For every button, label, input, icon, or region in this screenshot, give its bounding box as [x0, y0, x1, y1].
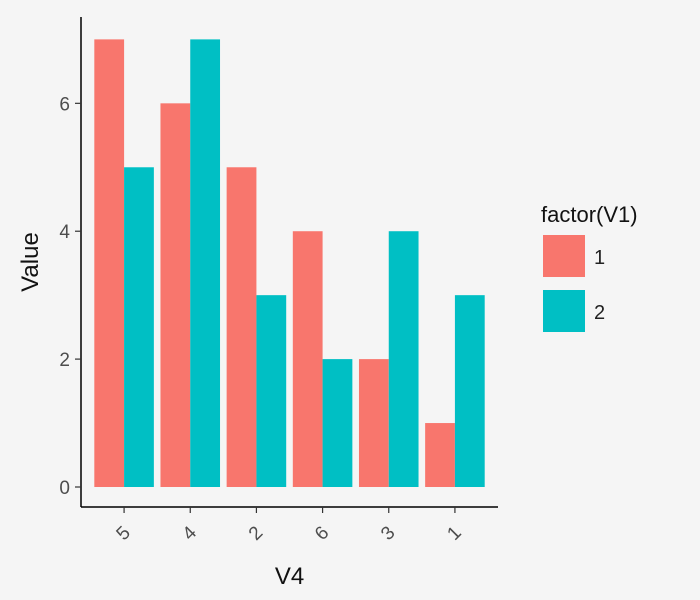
bar-2-series-2 — [256, 295, 287, 487]
bar-3-series-2 — [388, 231, 419, 487]
bar-3-series-1 — [358, 359, 389, 487]
y-tick-label: 4 — [59, 222, 70, 243]
legend-title: factor(V1) — [541, 202, 638, 227]
bar-5-series-1 — [94, 39, 125, 487]
bar-4-series-2 — [190, 39, 221, 487]
y-tick-label: 2 — [59, 350, 70, 371]
bars-layer — [94, 39, 485, 487]
y-tick-label: 0 — [59, 478, 70, 499]
bar-6-series-2 — [322, 359, 353, 487]
y-tick-label: 6 — [59, 94, 70, 115]
bar-4-series-1 — [160, 103, 191, 487]
legend-label-1: 1 — [594, 247, 605, 269]
bar-1-series-2 — [454, 295, 485, 487]
bar-5-series-2 — [124, 167, 154, 487]
legend-label-2: 2 — [594, 302, 605, 324]
legend-swatch-1 — [543, 235, 585, 277]
y-axis-ticks: 0 2 4 6 — [59, 94, 81, 499]
bar-6-series-1 — [292, 231, 323, 487]
bar-2-series-1 — [226, 167, 257, 487]
bar-1-series-1 — [425, 423, 455, 487]
x-axis-title: V4 — [275, 563, 304, 590]
legend: factor(V1) 1 2 — [541, 202, 638, 332]
legend-swatch-2 — [543, 290, 585, 332]
y-axis-title: Value — [17, 232, 44, 292]
